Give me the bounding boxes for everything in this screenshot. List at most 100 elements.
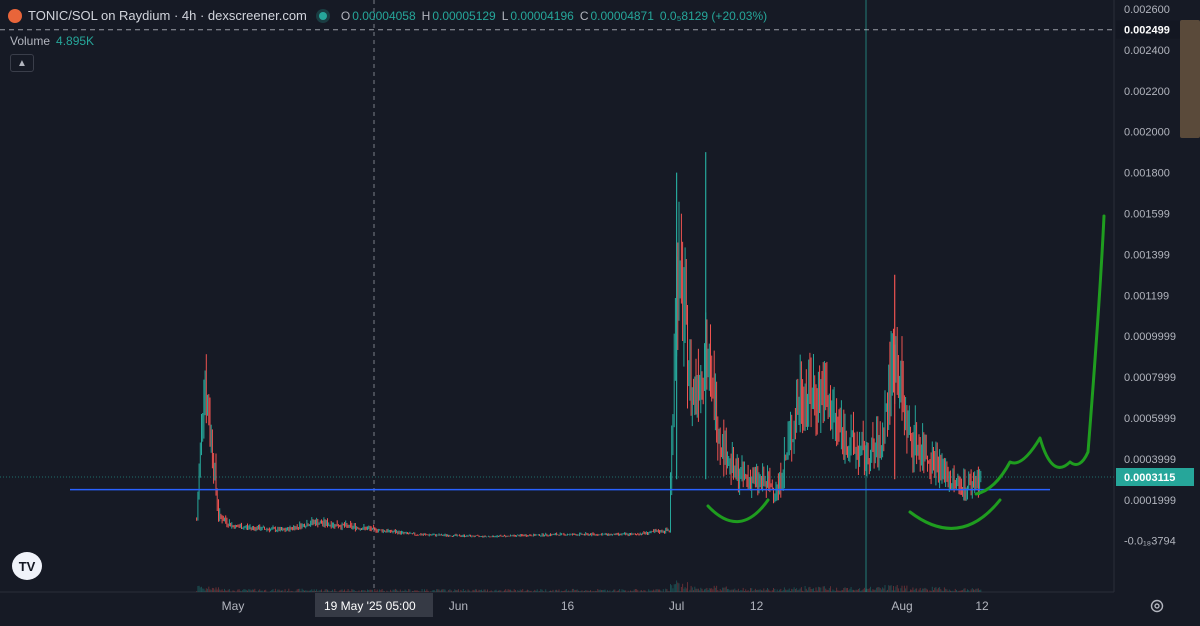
volume-bar — [540, 589, 542, 592]
volume-bar — [740, 590, 742, 592]
volume-bar — [671, 585, 673, 592]
volume-bar — [934, 587, 936, 592]
volume-bar — [811, 588, 813, 592]
ohlc-readout: O 0.00004058 H 0.00005129 L 0.00004196 C 0.0… — [341, 9, 771, 23]
volume-bar — [528, 590, 530, 592]
volume-bar — [919, 587, 921, 592]
volume-bar — [901, 585, 903, 592]
volume-bar — [792, 589, 794, 592]
volume-bar — [347, 589, 349, 592]
volume-bar — [454, 589, 456, 592]
volume-bar — [809, 586, 811, 592]
tradingview-logo[interactable]: TV — [12, 552, 42, 580]
volume-bar — [392, 589, 394, 592]
volume-bar — [356, 591, 358, 592]
volume-bar — [636, 589, 638, 592]
volume-bar — [902, 590, 904, 592]
volume-bar — [831, 591, 833, 592]
volume-bar — [346, 590, 348, 592]
volume-bar — [580, 590, 582, 592]
volume-bar — [774, 589, 776, 592]
volume-bar — [548, 591, 550, 592]
y-tick-label: 0.002600 — [1124, 4, 1170, 16]
volume-bar — [708, 588, 710, 592]
volume-bar — [724, 587, 726, 592]
volume-bar — [461, 591, 463, 592]
volume-bar — [693, 590, 695, 592]
volume-bar — [665, 588, 667, 592]
volume-bar — [364, 590, 366, 592]
y-tick-label: 0.0007999 — [1124, 372, 1176, 384]
drawn-projection-path[interactable] — [974, 214, 1106, 496]
volume-bar — [255, 591, 257, 592]
y-tick-label: 0.001599 — [1124, 209, 1170, 221]
volume-bar — [414, 590, 416, 592]
volume-bar — [327, 589, 328, 592]
volume-bar — [265, 589, 267, 592]
volume-bar — [880, 589, 882, 592]
volume-bar — [260, 590, 262, 592]
volume-bar — [500, 590, 502, 592]
volume-bar — [903, 585, 905, 592]
volume-bar — [690, 585, 692, 592]
volume-bar — [270, 591, 272, 592]
volume-bar — [567, 591, 568, 592]
volume-bar — [384, 591, 385, 592]
volume-bar — [460, 589, 462, 592]
volume-bar — [485, 591, 487, 592]
y-tick-label: 0.0003999 — [1124, 454, 1176, 466]
drawn-left-cup[interactable] — [706, 498, 770, 523]
ohlc-value-low: 0.00004196 — [510, 8, 574, 23]
volume-bar — [684, 587, 686, 592]
volume-bar — [751, 588, 753, 592]
volume-bar — [554, 589, 556, 592]
volume-bar — [716, 585, 718, 592]
volume-bar — [667, 591, 669, 592]
price-marker-label: 0.002499 — [1124, 25, 1170, 37]
drawn-right-cup[interactable] — [908, 498, 1002, 530]
volume-bar — [844, 587, 846, 592]
volume-bar — [808, 587, 810, 592]
volume-bar — [742, 587, 744, 592]
volume-bar — [838, 590, 840, 592]
volume-bar — [823, 586, 825, 592]
volume-bar — [211, 587, 213, 592]
volume-bar — [571, 588, 573, 592]
volume-bar — [495, 589, 497, 592]
volume-bar — [800, 587, 802, 592]
volume-bar — [436, 589, 438, 592]
volume-bar — [796, 588, 798, 592]
volume-bar — [706, 587, 708, 592]
volume-bar — [205, 588, 207, 592]
volume-value: 4.895K — [56, 34, 95, 48]
volume-bar — [448, 590, 450, 592]
volume-bar — [832, 589, 834, 592]
volume-bar — [536, 589, 538, 592]
y-tick-label: 0.0005999 — [1124, 413, 1176, 425]
volume-bar — [471, 591, 473, 592]
volume-bar — [700, 587, 702, 592]
volume-bar — [752, 590, 754, 592]
collapse-legend-button[interactable]: ▲ — [10, 54, 34, 72]
volume-bar — [430, 591, 432, 592]
volume-bar — [820, 587, 822, 592]
volume-bar — [924, 587, 926, 592]
volume-bar — [456, 590, 458, 592]
volume-bar — [711, 588, 713, 592]
volume-bar — [444, 589, 446, 592]
volume-bar — [582, 591, 584, 592]
volume-bar — [449, 589, 451, 592]
volume-bar — [935, 587, 937, 592]
volume-bar — [672, 588, 674, 592]
volume-bar — [393, 589, 395, 592]
volume-bar — [907, 591, 909, 592]
volume-bar — [335, 591, 337, 592]
volume-bar — [409, 589, 411, 592]
volume-bar — [433, 590, 435, 592]
volume-bar — [506, 590, 508, 592]
volume-bar — [450, 590, 452, 592]
volume-bar — [872, 589, 874, 592]
volume-bar — [581, 590, 583, 592]
gear-icon[interactable] — [1149, 598, 1165, 614]
